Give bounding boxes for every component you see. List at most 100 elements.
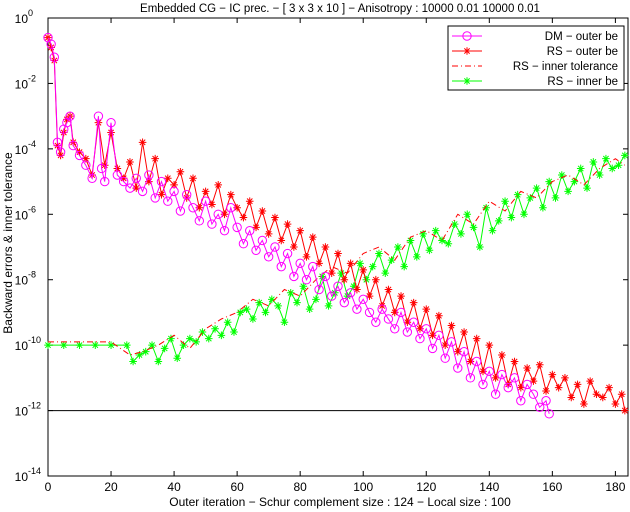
data-point	[471, 356, 482, 367]
data-point	[535, 360, 544, 369]
data-point	[277, 236, 286, 245]
data-point	[403, 318, 412, 327]
y-tick-exponent: 0	[28, 8, 33, 18]
data-point	[123, 341, 131, 349]
data-point	[53, 141, 62, 150]
data-point	[384, 285, 393, 294]
data-point	[131, 173, 141, 184]
data-point	[453, 363, 463, 373]
data-point	[484, 366, 495, 377]
legend-box	[447, 25, 625, 91]
legend: DM − outer be RS − outer be RS − inner tol…	[447, 25, 625, 91]
data-point	[200, 196, 211, 206]
data-point	[583, 184, 591, 192]
data-point	[529, 377, 538, 385]
data-point	[305, 305, 314, 313]
series-2	[48, 158, 626, 356]
data-point	[46, 39, 56, 49]
data-point	[349, 282, 358, 291]
series-line	[48, 158, 626, 356]
data-point	[504, 380, 513, 389]
data-point	[416, 324, 424, 333]
data-point	[106, 117, 116, 128]
data-point	[497, 369, 507, 380]
data-point	[359, 266, 368, 274]
data-point	[457, 230, 465, 238]
data-point	[141, 347, 150, 356]
data-point	[118, 176, 129, 187]
data-point	[204, 334, 213, 343]
data-point	[608, 164, 617, 173]
data-point	[614, 161, 623, 170]
data-point	[564, 187, 572, 196]
legend-label: DM − outer be	[545, 31, 618, 43]
data-point	[466, 357, 475, 366]
data-point	[346, 259, 355, 268]
data-point	[358, 294, 368, 305]
data-point	[312, 295, 320, 304]
data-point	[290, 243, 298, 251]
data-point	[75, 341, 84, 349]
data-point	[419, 230, 427, 238]
legend-label: RS − inner be	[547, 76, 618, 88]
data-point	[47, 43, 55, 52]
data-point	[137, 186, 148, 197]
data-point	[251, 245, 261, 255]
data-point	[126, 158, 134, 166]
data-point	[413, 253, 421, 261]
data-point	[214, 181, 223, 189]
data-point	[226, 203, 236, 213]
y-tick-exponent: -6	[28, 204, 36, 214]
data-point	[598, 393, 607, 402]
data-point	[378, 302, 386, 310]
data-point	[339, 297, 350, 308]
data-point	[301, 275, 312, 285]
data-point	[567, 393, 576, 402]
data-point	[68, 140, 78, 151]
data-point	[230, 328, 238, 336]
data-point	[198, 328, 207, 336]
data-point	[482, 203, 490, 212]
data-point	[334, 249, 342, 258]
data-point	[302, 253, 311, 261]
data-point	[59, 341, 68, 349]
data-point	[375, 249, 383, 258]
data-point	[81, 160, 91, 170]
data-point	[570, 177, 579, 186]
data-point	[264, 230, 273, 238]
series-0	[43, 32, 554, 419]
data-point	[435, 311, 443, 320]
data-point	[544, 409, 554, 419]
data-point	[501, 197, 509, 205]
data-point	[554, 383, 563, 392]
data-point	[175, 206, 186, 216]
data-point	[337, 269, 345, 277]
data-point	[548, 370, 557, 379]
data-point	[217, 331, 226, 340]
data-point	[182, 194, 191, 202]
data-point	[621, 406, 629, 415]
data-point	[523, 364, 531, 372]
data-point	[528, 389, 539, 399]
data-point	[345, 288, 356, 298]
data-point	[421, 324, 431, 334]
data-point	[520, 210, 528, 219]
data-point	[268, 295, 276, 304]
data-point	[91, 341, 100, 349]
data-point	[189, 174, 197, 183]
data-point	[595, 171, 604, 179]
data-point	[394, 243, 402, 251]
data-point	[283, 220, 292, 228]
data-point	[249, 315, 257, 323]
data-point	[295, 258, 305, 269]
data-point	[372, 275, 380, 284]
x-tick-label: 40	[167, 480, 181, 494]
series-line	[47, 37, 550, 414]
data-point	[320, 271, 331, 282]
data-point	[261, 308, 270, 317]
data-point	[460, 328, 468, 336]
y-tick-exponent: -10	[28, 335, 41, 345]
data-point	[479, 367, 487, 376]
